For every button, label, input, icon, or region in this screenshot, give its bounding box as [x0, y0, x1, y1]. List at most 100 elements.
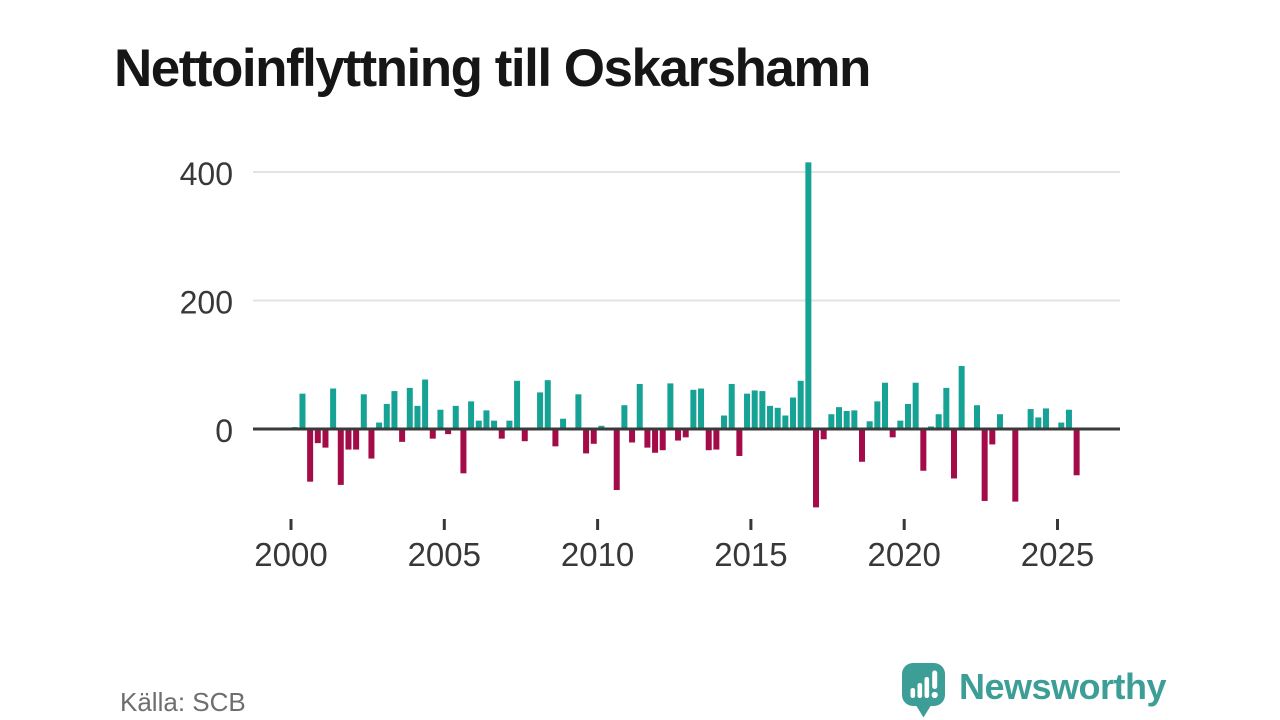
bar-positive	[391, 391, 398, 429]
bar-negative	[736, 429, 743, 456]
bar-negative	[368, 429, 375, 459]
zero-line	[253, 427, 1120, 431]
bar-negative	[613, 429, 620, 491]
bar-positive	[935, 414, 942, 429]
bar-positive	[774, 407, 781, 429]
bar-positive	[506, 420, 513, 429]
brand-name: Newsworthy	[959, 666, 1167, 707]
bar-positive	[376, 422, 383, 429]
bar-positive	[843, 411, 850, 429]
bar-negative	[920, 429, 927, 471]
bar-positive	[560, 418, 567, 429]
bar-positive	[406, 387, 413, 429]
bar-positive	[422, 379, 429, 429]
bar-positive	[836, 407, 843, 429]
bar-negative	[307, 429, 314, 482]
bar-positive	[452, 405, 459, 429]
x-tick	[1056, 519, 1059, 530]
x-tick-label: 2015	[714, 536, 787, 573]
bar-positive	[437, 409, 444, 429]
bar-negative	[820, 429, 827, 440]
bar-positive	[1027, 409, 1034, 429]
x-tick	[902, 519, 906, 530]
bar-negative	[353, 429, 360, 450]
bar-positive	[721, 415, 728, 429]
bar-negative	[989, 429, 996, 445]
bar-positive	[751, 390, 758, 429]
bar-negative	[445, 429, 452, 435]
x-tick	[289, 519, 293, 530]
x-tick-label: 2025	[1021, 536, 1094, 573]
bar-positive	[598, 425, 605, 429]
bar-positive	[744, 393, 751, 429]
bar-positive	[621, 405, 628, 429]
bar-negative	[713, 429, 720, 450]
bar-negative	[652, 429, 659, 453]
bar-negative	[314, 429, 321, 444]
y-gridline	[253, 299, 1120, 302]
bar-positive	[866, 421, 873, 429]
bar-positive	[667, 383, 674, 429]
bar-positive	[690, 389, 697, 429]
bar-positive	[299, 393, 306, 429]
bar-positive	[514, 380, 521, 429]
bar-positive	[360, 394, 367, 430]
bar-negative	[675, 429, 682, 441]
x-tick	[596, 519, 600, 530]
bar-positive	[491, 420, 498, 429]
bar-negative	[1012, 429, 1019, 502]
bar-negative	[950, 429, 957, 479]
bar-negative	[498, 429, 505, 439]
bar-positive	[483, 410, 490, 429]
bar-negative	[659, 429, 666, 451]
x-tick	[749, 519, 753, 530]
bar-negative	[981, 429, 988, 501]
y-tick-label: 200	[180, 285, 233, 321]
bar-positive	[414, 405, 421, 429]
bar-negative	[521, 429, 528, 442]
bar-positive	[759, 391, 766, 429]
page-title: Nettoinflyttning till Oskarshamn	[114, 38, 871, 98]
bar-negative	[682, 429, 689, 438]
bar-negative	[644, 429, 651, 448]
bar-positive	[468, 401, 475, 429]
brand-logo: Newsworthy	[901, 662, 1167, 718]
bar-positive	[1065, 409, 1072, 429]
newsworthy-chart-bubble-icon	[902, 663, 945, 718]
bar-positive	[636, 384, 643, 429]
bar-positive	[1058, 422, 1065, 429]
bar-positive	[544, 380, 551, 429]
source-note: Källa: SCB	[120, 687, 246, 717]
bar-positive	[767, 405, 774, 429]
bar-negative	[345, 429, 352, 450]
y-gridline	[253, 171, 1120, 173]
bar-positive	[805, 162, 812, 430]
bar-negative	[889, 429, 896, 438]
bar-positive	[575, 394, 582, 430]
x-tick-label: 2020	[867, 536, 940, 573]
bar-positive	[330, 388, 337, 429]
bar-negative	[1073, 429, 1080, 476]
bar-negative	[813, 429, 820, 508]
bar-negative	[705, 429, 712, 451]
bar-positive	[912, 382, 919, 429]
bar-positive	[828, 414, 835, 429]
bar-negative	[322, 429, 329, 448]
bar-positive	[728, 384, 735, 429]
bar-positive	[996, 414, 1003, 429]
bar-positive	[782, 415, 789, 429]
bar-positive	[790, 397, 797, 429]
bar-negative	[337, 429, 344, 485]
bar-positive	[973, 405, 980, 429]
bar-positive	[943, 387, 950, 429]
bar-positive	[905, 403, 911, 429]
y-tick-label: 400	[180, 156, 233, 192]
bar-positive	[797, 380, 804, 429]
bar-positive	[958, 366, 965, 429]
bar-negative	[460, 429, 467, 474]
bar-positive	[383, 403, 390, 429]
bar-negative	[429, 429, 436, 439]
bar-negative	[583, 429, 590, 454]
bar-positive	[698, 388, 705, 429]
